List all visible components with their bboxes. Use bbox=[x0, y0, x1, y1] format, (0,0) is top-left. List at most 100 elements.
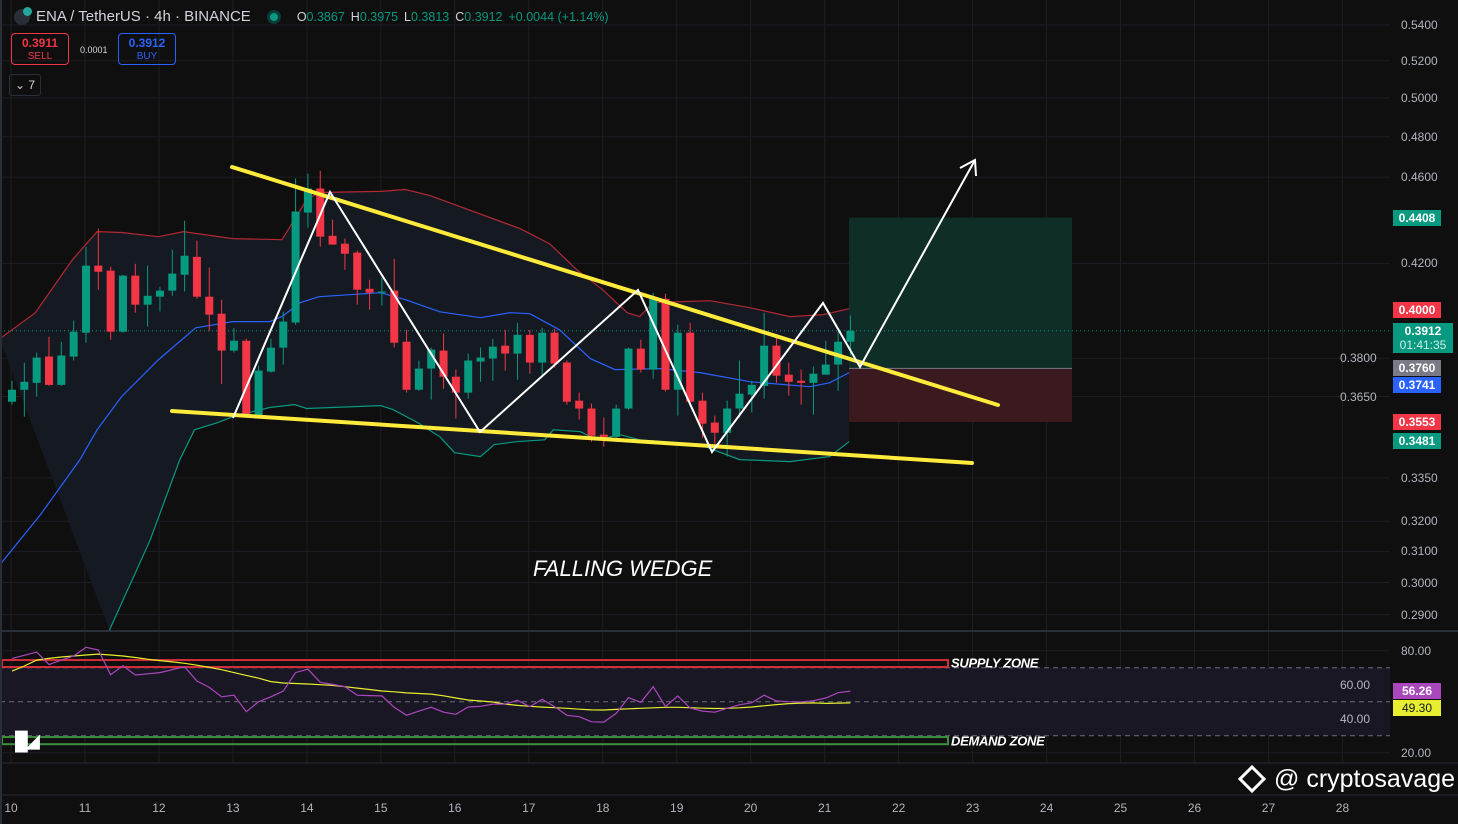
candle-body bbox=[723, 408, 732, 433]
candle-body bbox=[439, 350, 448, 377]
price-tick-label: 0.4800 bbox=[1401, 129, 1438, 144]
rsi-line bbox=[11, 646, 851, 723]
price-tick-label: 0.3800 bbox=[1340, 351, 1377, 366]
position-target-zone[interactable] bbox=[849, 217, 1072, 369]
candle-body bbox=[353, 252, 362, 290]
high-label: H bbox=[350, 9, 360, 24]
indicators-collapse-button[interactable]: ⌄ 7 bbox=[9, 74, 41, 96]
price-tick-label: 0.3000 bbox=[1401, 575, 1438, 590]
close-label: C bbox=[455, 9, 465, 24]
candle-body bbox=[106, 270, 115, 332]
candle-body bbox=[575, 400, 584, 409]
arrow-head-icon[interactable] bbox=[959, 158, 977, 177]
high-value: 0.3975 bbox=[359, 9, 399, 24]
buy-label: BUY bbox=[136, 51, 158, 62]
low-label: L bbox=[404, 9, 411, 24]
price-tick-label: 0.3200 bbox=[1401, 514, 1438, 529]
time-tick-label: 17 bbox=[522, 801, 536, 815]
candle-body bbox=[180, 255, 189, 275]
rsi-value-badge: 56.26 bbox=[1393, 683, 1441, 700]
rsi-ma-line bbox=[11, 653, 851, 711]
price-badge-value: 0.3912 bbox=[1404, 323, 1442, 338]
long-position-tool[interactable] bbox=[849, 217, 1072, 423]
demand-zone-label: DEMAND ZONE bbox=[951, 733, 1045, 749]
time-tick-label: 25 bbox=[1113, 801, 1128, 815]
candle-body bbox=[698, 400, 707, 424]
time-tick-label: 28 bbox=[1335, 801, 1350, 815]
candle-body bbox=[735, 393, 744, 409]
candle-body bbox=[636, 348, 645, 370]
drawings[interactable] bbox=[170, 158, 1000, 465]
candle-body bbox=[821, 364, 830, 375]
buy-button[interactable]: 0.3912 BUY bbox=[118, 33, 176, 65]
candle-body bbox=[402, 341, 411, 390]
candle-body bbox=[784, 374, 793, 382]
supply-zone-box[interactable] bbox=[1, 659, 949, 669]
time-tick-label: 18 bbox=[596, 801, 610, 815]
time-tick-label: 24 bbox=[1039, 801, 1054, 815]
time-tick-label: 20 bbox=[744, 801, 758, 815]
market-status-icon[interactable] bbox=[266, 9, 281, 24]
candle-body bbox=[476, 357, 485, 362]
candle-body bbox=[538, 332, 547, 363]
open-label: O bbox=[296, 9, 307, 24]
candle-body bbox=[291, 211, 300, 323]
time-tick-label: 22 bbox=[891, 801, 906, 815]
candle-body bbox=[834, 341, 843, 365]
price-badge: 0.3912 01:41:35 bbox=[1393, 322, 1453, 353]
candle-body bbox=[44, 356, 53, 385]
time-tick-label: 11 bbox=[78, 801, 92, 815]
candle-body bbox=[20, 381, 29, 390]
candle-body bbox=[686, 332, 695, 402]
buy-price: 0.3912 bbox=[128, 36, 166, 50]
candle-body bbox=[155, 290, 164, 297]
candle-body bbox=[661, 298, 670, 390]
candle-body bbox=[747, 384, 756, 395]
candle-body bbox=[612, 408, 621, 437]
candle-body bbox=[217, 313, 226, 351]
demand-zone-box[interactable] bbox=[1, 736, 949, 746]
candle-body bbox=[192, 256, 201, 297]
bollinger-fill-area bbox=[0, 189, 850, 631]
price-badge-value: 0.3741 bbox=[1398, 378, 1436, 393]
price-badge-value: 0.3760 bbox=[1398, 361, 1436, 376]
candle-body bbox=[328, 235, 337, 245]
candle-body bbox=[32, 357, 41, 383]
wedge-lower-trendline[interactable] bbox=[170, 409, 974, 465]
candle-body bbox=[118, 275, 127, 332]
time-tick-label: 10 bbox=[4, 801, 18, 815]
candle-body bbox=[377, 291, 386, 293]
indicator-count: 7 bbox=[28, 78, 36, 92]
candle-body bbox=[168, 273, 177, 291]
bollinger-upper-line bbox=[0, 188, 850, 340]
tradingview-logo[interactable]: █◢ bbox=[15, 731, 40, 751]
price-tick-label: 0.4200 bbox=[1401, 256, 1438, 271]
sell-button[interactable]: 0.3911 SELL bbox=[11, 33, 69, 65]
ena-logo-icon bbox=[14, 6, 32, 25]
candle-body bbox=[587, 408, 596, 436]
candle-body bbox=[57, 355, 66, 385]
symbol-title[interactable]: ENA / TetherUS · 4h · BINANCE bbox=[36, 8, 251, 25]
candle-body bbox=[390, 290, 399, 343]
candle-body bbox=[279, 321, 288, 348]
time-tick-label: 19 bbox=[670, 801, 684, 815]
candle-body bbox=[229, 340, 238, 351]
candle-body bbox=[846, 330, 855, 342]
ohlc-values: O0.3867 H0.3975 L0.3813 C0.3912 +0.0044 … bbox=[297, 10, 609, 24]
symbol-header: ENA / TetherUS · 4h · BINANCE O0.3867 H0… bbox=[14, 6, 609, 25]
wedge-upper-trendline[interactable] bbox=[230, 165, 1000, 407]
candle-body bbox=[81, 265, 90, 333]
time-tick-label: 13 bbox=[226, 801, 240, 815]
price-tick-label: 0.3100 bbox=[1401, 544, 1438, 559]
time-tick-label: 23 bbox=[965, 801, 980, 815]
zigzag-projection-path[interactable] bbox=[232, 159, 976, 454]
bollinger-fill bbox=[0, 189, 850, 631]
rsi-tick-label: 40.00 bbox=[1340, 711, 1371, 726]
candle-body bbox=[365, 288, 374, 293]
candle-body bbox=[809, 373, 818, 383]
candle-body bbox=[513, 334, 522, 354]
change-value: +0.0044 (+1.14%) bbox=[508, 9, 609, 24]
candle-body bbox=[131, 275, 140, 305]
